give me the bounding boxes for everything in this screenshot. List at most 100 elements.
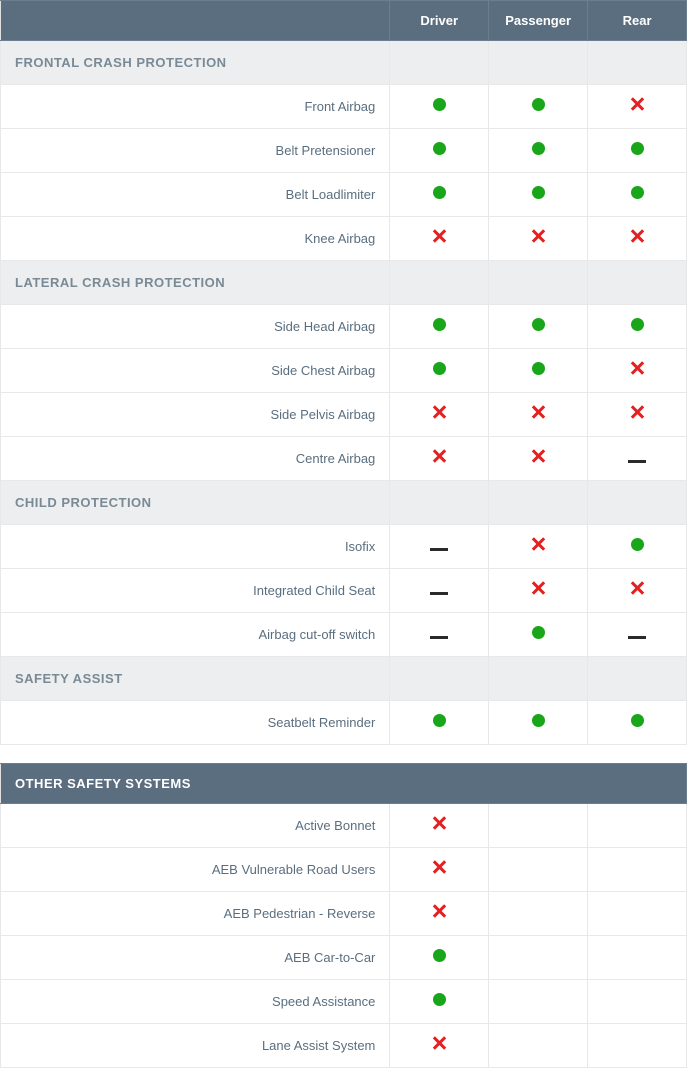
yes-icon xyxy=(433,993,446,1006)
column-header-row: Driver Passenger Rear xyxy=(1,1,687,41)
no-icon xyxy=(432,405,446,419)
feature-label: Centre Airbag xyxy=(1,437,390,481)
other-row: Lane Assist System xyxy=(1,1024,687,1068)
feature-row: Belt Pretensioner xyxy=(1,129,687,173)
yes-icon xyxy=(631,318,644,331)
other-feature-blank xyxy=(588,848,687,892)
feature-row: Front Airbag xyxy=(1,85,687,129)
feature-label: Integrated Child Seat xyxy=(1,569,390,613)
feature-label: Side Head Airbag xyxy=(1,305,390,349)
feature-mark-driver xyxy=(390,393,489,437)
other-feature-label: Lane Assist System xyxy=(1,1024,390,1068)
other-feature-blank xyxy=(588,1024,687,1068)
other-feature-blank xyxy=(489,892,588,936)
other-row: AEB Car-to-Car xyxy=(1,936,687,980)
feature-row: Side Head Airbag xyxy=(1,305,687,349)
section-blank xyxy=(489,41,588,85)
other-feature-blank xyxy=(489,980,588,1024)
section-row: CHILD PROTECTION xyxy=(1,481,687,525)
feature-mark-passenger xyxy=(489,305,588,349)
feature-label: Belt Loadlimiter xyxy=(1,173,390,217)
other-feature-mark xyxy=(390,936,489,980)
other-feature-label: Speed Assistance xyxy=(1,980,390,1024)
other-feature-mark xyxy=(390,892,489,936)
yes-icon xyxy=(631,538,644,551)
feature-mark-driver xyxy=(390,613,489,657)
no-icon xyxy=(630,229,644,243)
feature-mark-passenger xyxy=(489,173,588,217)
feature-mark-driver xyxy=(390,349,489,393)
feature-mark-rear xyxy=(588,569,687,613)
feature-mark-passenger xyxy=(489,349,588,393)
yes-icon xyxy=(433,318,446,331)
feature-mark-rear xyxy=(588,393,687,437)
other-feature-label: AEB Vulnerable Road Users xyxy=(1,848,390,892)
yes-icon xyxy=(532,626,545,639)
feature-mark-driver xyxy=(390,437,489,481)
feature-label: Seatbelt Reminder xyxy=(1,701,390,745)
feature-label: Front Airbag xyxy=(1,85,390,129)
no-icon xyxy=(531,537,545,551)
feature-row: Side Pelvis Airbag xyxy=(1,393,687,437)
feature-mark-passenger xyxy=(489,393,588,437)
feature-mark-driver xyxy=(390,525,489,569)
feature-mark-rear xyxy=(588,217,687,261)
feature-mark-passenger xyxy=(489,217,588,261)
other-systems-header: OTHER SAFETY SYSTEMS xyxy=(1,764,687,804)
no-icon xyxy=(630,361,644,375)
yes-icon xyxy=(433,949,446,962)
section-title: SAFETY ASSIST xyxy=(1,657,390,701)
feature-mark-driver xyxy=(390,129,489,173)
no-icon xyxy=(432,904,446,918)
other-feature-mark xyxy=(390,804,489,848)
feature-mark-rear xyxy=(588,85,687,129)
no-icon xyxy=(630,405,644,419)
safety-features-table: Driver Passenger Rear FRONTAL CRASH PROT… xyxy=(0,0,687,745)
feature-mark-passenger xyxy=(489,525,588,569)
feature-mark-passenger xyxy=(489,129,588,173)
section-row: SAFETY ASSIST xyxy=(1,657,687,701)
feature-row: Knee Airbag xyxy=(1,217,687,261)
feature-mark-rear xyxy=(588,305,687,349)
other-feature-blank xyxy=(489,804,588,848)
section-title: FRONTAL CRASH PROTECTION xyxy=(1,41,390,85)
feature-mark-driver xyxy=(390,701,489,745)
feature-row: Side Chest Airbag xyxy=(1,349,687,393)
section-blank xyxy=(489,657,588,701)
no-icon xyxy=(630,581,644,595)
feature-mark-rear xyxy=(588,349,687,393)
feature-row: Integrated Child Seat xyxy=(1,569,687,613)
na-icon xyxy=(430,548,448,551)
feature-mark-passenger xyxy=(489,437,588,481)
other-feature-blank xyxy=(489,1024,588,1068)
other-row: Active Bonnet xyxy=(1,804,687,848)
na-icon xyxy=(628,636,646,639)
no-icon xyxy=(432,229,446,243)
section-blank xyxy=(489,261,588,305)
section-row: FRONTAL CRASH PROTECTION xyxy=(1,41,687,85)
feature-mark-rear xyxy=(588,525,687,569)
feature-label: Side Pelvis Airbag xyxy=(1,393,390,437)
column-header-driver: Driver xyxy=(390,1,489,41)
no-icon xyxy=(432,860,446,874)
yes-icon xyxy=(433,362,446,375)
feature-label: Isofix xyxy=(1,525,390,569)
other-feature-mark xyxy=(390,980,489,1024)
column-header-rear: Rear xyxy=(588,1,687,41)
other-row: Speed Assistance xyxy=(1,980,687,1024)
other-feature-blank xyxy=(489,848,588,892)
feature-mark-passenger xyxy=(489,85,588,129)
yes-icon xyxy=(433,186,446,199)
other-feature-blank xyxy=(489,936,588,980)
section-blank xyxy=(588,657,687,701)
feature-label: Side Chest Airbag xyxy=(1,349,390,393)
na-icon xyxy=(430,636,448,639)
section-title: CHILD PROTECTION xyxy=(1,481,390,525)
no-icon xyxy=(531,581,545,595)
feature-mark-passenger xyxy=(489,569,588,613)
no-icon xyxy=(531,229,545,243)
feature-mark-driver xyxy=(390,217,489,261)
other-feature-blank xyxy=(588,804,687,848)
na-icon xyxy=(430,592,448,595)
yes-icon xyxy=(532,362,545,375)
